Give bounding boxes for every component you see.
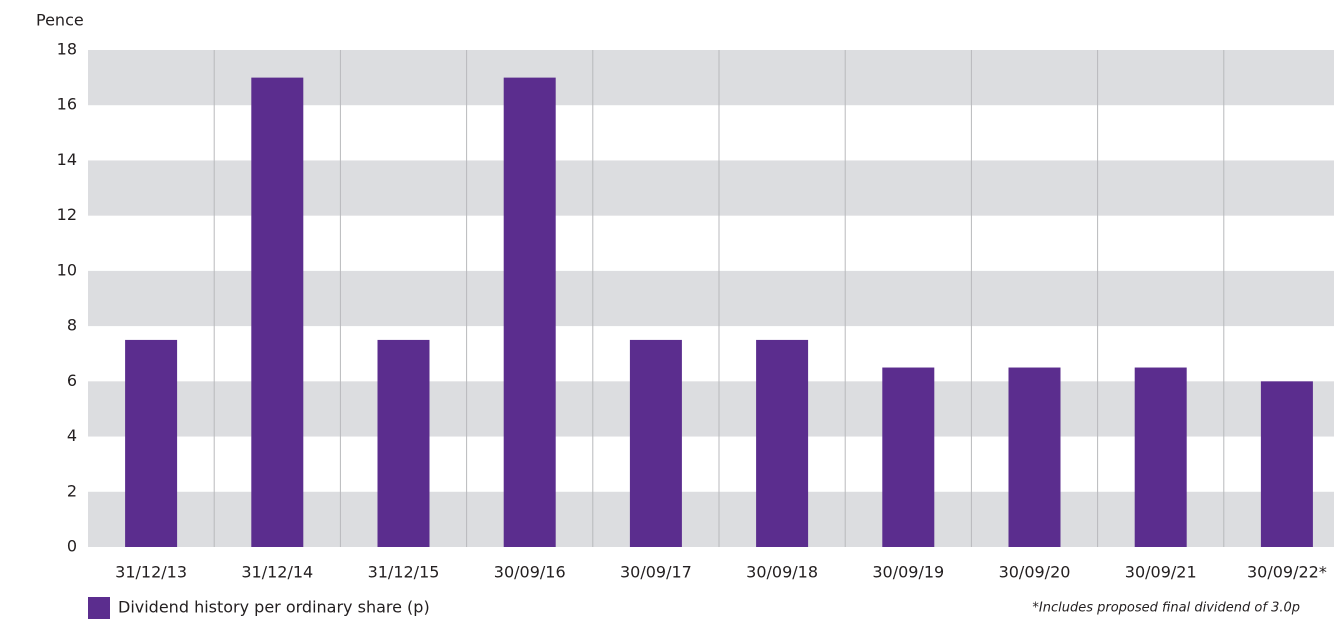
y-tick-label: 18 <box>57 40 77 59</box>
x-tick-label: 30/09/17 <box>620 563 692 582</box>
legend-swatch <box>88 597 110 619</box>
x-tick-label: 30/09/16 <box>494 563 566 582</box>
bar <box>629 339 682 547</box>
bar <box>125 339 178 547</box>
y-axis-label: Pence <box>36 11 84 30</box>
y-tick-label: 2 <box>67 481 77 500</box>
x-tick-label: 30/09/19 <box>872 563 944 582</box>
bar <box>1008 367 1061 547</box>
y-tick-label: 8 <box>67 316 77 335</box>
bar <box>377 339 430 547</box>
y-tick-label: 16 <box>57 95 77 114</box>
y-tick-label: 6 <box>67 371 77 390</box>
y-tick-label: 10 <box>57 260 77 279</box>
bar <box>1134 367 1187 547</box>
y-tick-label: 14 <box>57 150 77 169</box>
y-tick-label: 4 <box>67 426 77 445</box>
x-tick-label: 30/09/20 <box>999 563 1071 582</box>
x-tick-label: 31/12/15 <box>368 563 440 582</box>
y-tick-label: 12 <box>57 205 77 224</box>
legend-label: Dividend history per ordinary share (p) <box>118 598 430 617</box>
bar <box>503 77 556 547</box>
x-tick-label: 31/12/13 <box>115 563 187 582</box>
x-tick-label: 30/09/22* <box>1247 563 1327 582</box>
footnote: *Includes proposed final dividend of 3.0… <box>1032 601 1300 616</box>
bar <box>251 77 304 547</box>
x-tick-label: 30/09/18 <box>746 563 818 582</box>
bar <box>882 367 935 547</box>
bar <box>1260 381 1313 547</box>
bar <box>756 339 809 547</box>
y-tick-label: 0 <box>67 537 77 556</box>
x-tick-label: 30/09/21 <box>1125 563 1197 582</box>
x-tick-label: 31/12/14 <box>241 563 313 582</box>
